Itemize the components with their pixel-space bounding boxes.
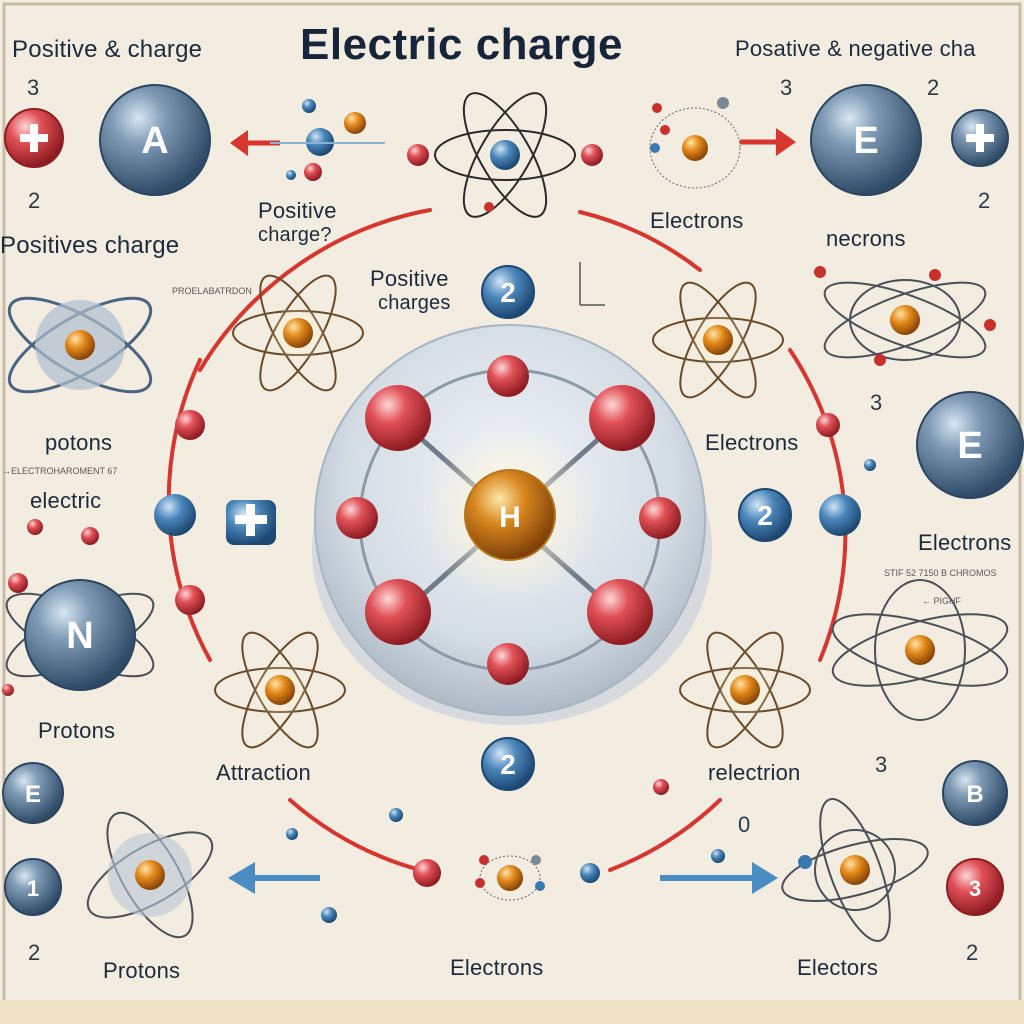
svg-text:1: 1 [27,876,39,901]
ball-2-right: 2 [738,488,792,542]
label-positives-charge: Positives charge [0,232,180,259]
number-0-bottom: 0 [738,812,751,837]
atom-top-center [434,92,576,218]
label-necrons: necrons [826,226,906,251]
tiny-caption-3: STIF 52 7150 B CHROMOS [884,568,997,578]
label-potons: potons [45,430,113,455]
atom-right-lower [679,631,811,749]
label-electrons-bottom: Electrons [450,955,544,980]
atom-bottom-cluster [475,855,545,901]
number-3-top-right: 3 [780,75,793,100]
number-3-bottom-right: 3 [875,752,888,777]
label-attraction: Attraction [216,760,311,785]
sphere-E-top-right: E [810,84,922,196]
sphere-small-bottom-left: 1 [4,858,62,916]
svg-text:N: N [66,615,93,657]
label-protons-left: Protons [38,718,116,743]
svg-text:E: E [853,120,878,162]
tiny-caption-2: →ELECTROHAROMENT 67 [2,466,118,476]
label-protons-bottom: Protons [103,958,181,983]
number-2-bottom-left: 2 [28,940,41,965]
label-relectrion: relectrion [708,760,801,785]
atom-top-right-cluster [649,97,741,189]
number-3-top-left: 3 [27,75,40,100]
number-3-right: 3 [870,390,883,415]
ball-2-bottom: 2 [481,737,535,791]
ball-2-top: 2 [481,265,535,319]
sphere-E-bottom-left: E [2,762,64,824]
label-positive-charge-top-left: Positive & charge [12,36,203,63]
center-core-label: H [499,501,521,534]
svg-text:2: 2 [500,749,516,780]
svg-text:E: E [25,781,41,808]
plus-blue-mid-left [226,500,276,545]
label-electrons-right-mid: Electrons [705,430,799,455]
atom-bottom-left [86,811,214,939]
label-pos-neg-top-right: Posative & negative cha [735,36,976,61]
svg-text:E: E [957,425,982,467]
label-charges-inner: charges [378,292,451,314]
number-2-top-right-a: 2 [927,75,940,100]
number-2-top-left: 2 [28,188,41,213]
tiny-caption-1: PROELABATRDON [172,286,252,296]
sphere-B: B [942,760,1008,826]
sphere-N: N [24,579,136,691]
label-positive-mid: Positive [258,198,337,223]
central-molecule: H [312,324,712,725]
atom-left-mid [7,296,153,394]
number-2-bottom-right: 2 [966,940,979,965]
label-electrons-right-edge: Electrons [918,530,1012,555]
svg-text:B: B [966,781,983,808]
plus-blue-top-right [951,109,1009,167]
plus-red-top-left [4,108,64,168]
atom-right-lower-2 [831,579,1009,721]
label-electrons-top: Electrons [650,208,744,233]
label-electric: electric [30,488,102,513]
label-electors-bottom: Electors [797,955,879,980]
label-positive-inner: Positive [370,266,449,291]
page-title: Electric charge [300,20,623,69]
atom-right-top [814,266,996,366]
atom-bottom-right [781,798,929,942]
tiny-caption-4: ← PIGHF [922,596,962,606]
atom-left-lower [214,631,346,749]
arrows [228,128,796,894]
small-charges [2,99,876,923]
label-charge-mid: charge? [258,224,332,246]
sphere-red-bottom-right: 3 [946,858,1004,916]
bottom-strip [0,1000,1024,1024]
svg-text:A: A [141,120,168,162]
sphere-E-right: E [916,391,1024,499]
svg-text:3: 3 [969,876,981,901]
svg-text:2: 2 [757,500,773,531]
atom-right-upper [652,281,784,399]
svg-text:2: 2 [500,277,516,308]
sphere-A: A [99,84,211,196]
atom-left-upper [232,274,364,392]
number-2-top-right-b: 2 [978,188,991,213]
